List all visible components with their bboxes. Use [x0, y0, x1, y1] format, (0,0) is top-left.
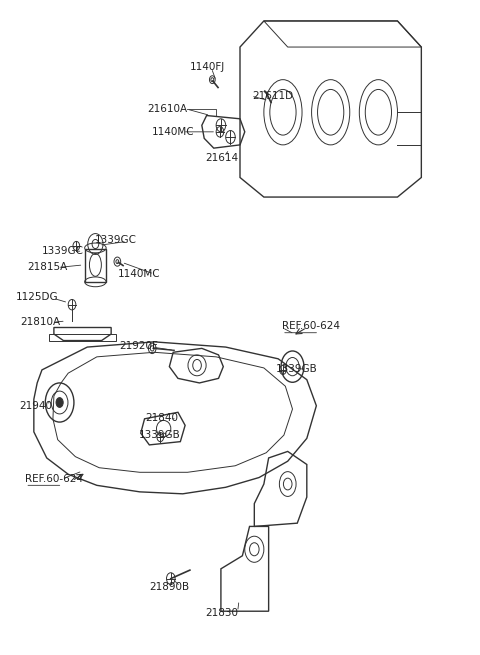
Text: REF.60-624: REF.60-624 — [25, 474, 83, 484]
Text: 21810A: 21810A — [21, 317, 60, 328]
Text: 1140MC: 1140MC — [118, 269, 160, 279]
Text: 21815A: 21815A — [27, 263, 67, 272]
Ellipse shape — [56, 398, 63, 407]
Text: 1339GC: 1339GC — [95, 235, 136, 245]
Text: 21611D: 21611D — [252, 91, 293, 101]
Text: 21890B: 21890B — [149, 582, 190, 592]
Text: 21920F: 21920F — [120, 341, 158, 351]
Text: 21614: 21614 — [205, 153, 239, 163]
Text: 1125DG: 1125DG — [16, 293, 59, 303]
Text: 1339GB: 1339GB — [138, 430, 180, 440]
Text: 21830: 21830 — [205, 608, 239, 618]
Text: 21940: 21940 — [20, 401, 52, 411]
Text: 1140FJ: 1140FJ — [190, 62, 225, 71]
Text: 21840: 21840 — [145, 413, 179, 422]
Text: 21610A: 21610A — [147, 104, 187, 114]
Text: 1339GC: 1339GC — [42, 246, 84, 256]
Text: 1140MC: 1140MC — [152, 127, 195, 137]
Text: REF.60-624: REF.60-624 — [282, 321, 340, 331]
Text: 1339GB: 1339GB — [276, 364, 318, 374]
